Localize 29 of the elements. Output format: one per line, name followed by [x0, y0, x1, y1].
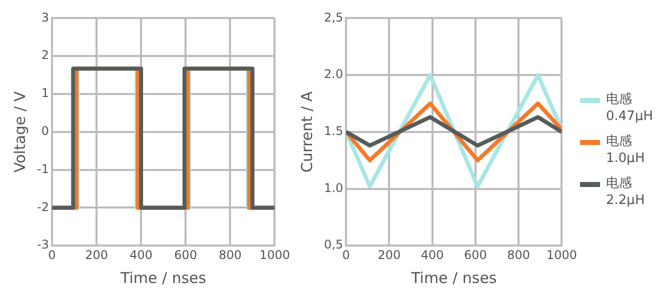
x-tick-label: 200: [85, 248, 108, 262]
y-tick-label: -2: [36, 200, 49, 214]
y-tick-label: 1.0: [324, 180, 344, 195]
legend-label: 电感 0.47μH: [606, 91, 654, 125]
y-tick-label: 1.5: [324, 124, 344, 138]
x-tick-label: 600: [464, 248, 487, 262]
y-axis-title: Current / A: [298, 90, 316, 172]
x-axis-title: Time / nses: [410, 268, 497, 287]
legend-label: 电感 1.0μH: [606, 133, 646, 167]
y-tick-label: 3: [41, 10, 49, 24]
x-tick-label: 200: [378, 248, 401, 262]
y-tick-label: 2,5: [324, 10, 344, 24]
y-tick-label: 2: [41, 48, 49, 62]
y-tick-label: -1: [36, 162, 49, 176]
y-tick-label: 1: [41, 86, 49, 100]
y-tick-label: -3: [36, 238, 49, 252]
x-tick-label: 1000: [546, 248, 578, 262]
x-tick-label: 800: [507, 248, 530, 262]
y-tick-label: 0: [41, 124, 49, 138]
x-axis-title: Time / nses: [120, 268, 206, 287]
x-tick-label: 1000: [259, 248, 290, 262]
x-tick-label: 400: [420, 248, 444, 262]
x-tick-label: 400: [130, 248, 153, 262]
x-tick-label: 600: [174, 248, 198, 262]
legend-label: 电感 2.2μH: [606, 175, 646, 209]
y-tick-label: 0,5: [324, 238, 344, 252]
y-axis-title: Voltage / V: [10, 90, 29, 172]
x-tick-label: 800: [218, 248, 242, 262]
y-tick-label: 2.0: [324, 67, 344, 82]
